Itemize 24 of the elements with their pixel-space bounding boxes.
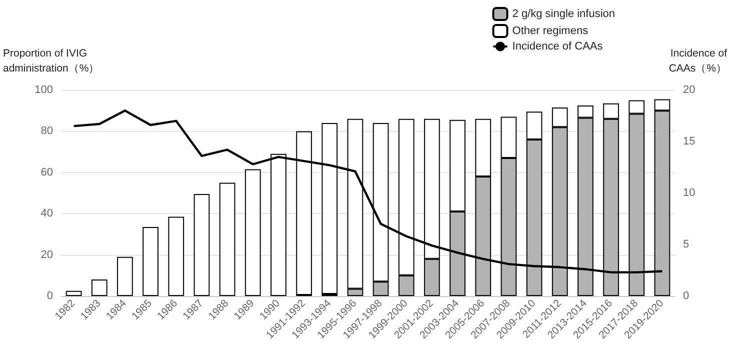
y-tick-label: 80 bbox=[40, 125, 53, 138]
legend-label: Incidence of CAAs bbox=[512, 40, 604, 52]
y-axis-title: Proportion of IVIG administration（%） bbox=[3, 48, 100, 74]
y2-tick-label: 5 bbox=[683, 238, 690, 250]
y2-tick-label: 20 bbox=[683, 84, 696, 96]
bar bbox=[117, 256, 133, 296]
bar bbox=[91, 280, 108, 296]
y2-tick-label: 15 bbox=[683, 136, 696, 148]
y-tick-label: 100 bbox=[34, 84, 53, 96]
y2-tick-label: 0 bbox=[683, 290, 690, 302]
bar bbox=[66, 290, 82, 296]
y-tick-label: 20 bbox=[40, 248, 53, 261]
bar bbox=[168, 216, 184, 296]
bar bbox=[142, 226, 158, 296]
y-tick-label: 40 bbox=[40, 208, 53, 220]
y-tick-label: 60 bbox=[40, 166, 53, 178]
bar bbox=[194, 194, 210, 296]
legend-label: Other regimens bbox=[512, 25, 589, 37]
bar bbox=[219, 182, 236, 296]
y2-axis-title: Incidence of CAAs（%） bbox=[668, 48, 728, 74]
legend-label: 2 g/kg single infusion bbox=[512, 8, 615, 20]
bar bbox=[244, 169, 261, 296]
y-tick-label: 0 bbox=[46, 290, 53, 302]
y2-tick-label: 10 bbox=[683, 187, 696, 199]
